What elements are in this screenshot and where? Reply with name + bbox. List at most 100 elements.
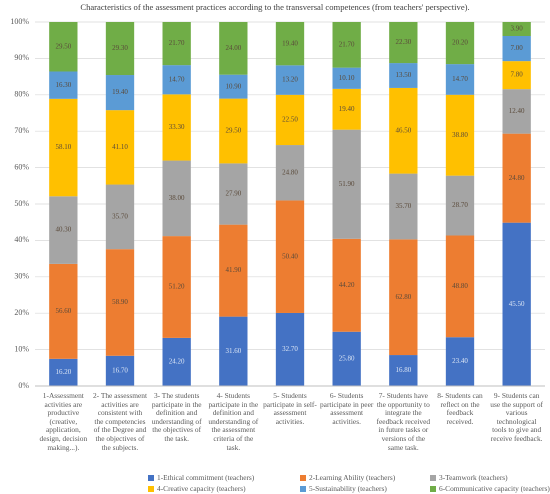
- value-label: 50.40: [282, 252, 298, 260]
- legend-swatch: [430, 475, 436, 482]
- y-tick-label: 20%: [14, 308, 29, 317]
- value-label: 16.20: [55, 368, 71, 376]
- value-label: 24.80: [282, 168, 298, 176]
- value-label: 10.90: [225, 82, 241, 90]
- bar-segment: [105, 184, 135, 250]
- value-label: 51.90: [339, 180, 355, 188]
- bar-segment: [219, 316, 248, 386]
- value-label: 29.30: [112, 44, 128, 52]
- value-label: 44.20: [339, 281, 355, 289]
- legend-label: 2-Learning Ability (teachers): [309, 473, 396, 482]
- legend-label: 4-Creative capacity (teachers): [157, 484, 246, 493]
- bar-segment: [445, 64, 475, 95]
- value-label: 41.10: [112, 143, 128, 151]
- legend-swatch: [430, 486, 436, 493]
- x-tick-label: 4- Students participate in the definitio…: [208, 391, 259, 452]
- bar-segment: [105, 22, 135, 76]
- bar-segment: [49, 196, 78, 264]
- legend-entry: 1-Ethical commitment (teachers): [148, 473, 254, 482]
- chart-title: Characteristics of the assessment practi…: [80, 2, 470, 12]
- bar-segment: [275, 312, 305, 386]
- bar-segment: [275, 200, 305, 313]
- value-label: 19.40: [339, 105, 355, 113]
- value-label: 31.60: [225, 347, 241, 355]
- bar-segment: [275, 145, 305, 201]
- legend-entry: 5-Sustainability (teachers): [300, 484, 387, 493]
- bar-segment: [502, 36, 531, 62]
- bar-segment: [332, 331, 361, 386]
- value-label: 24.00: [225, 44, 241, 52]
- bar-segment: [389, 173, 418, 240]
- bar-segment: [332, 88, 361, 130]
- value-label: 7.80: [511, 71, 524, 79]
- bar-segment: [219, 163, 248, 225]
- x-tick-label: 9- Students can use the support of vario…: [490, 391, 544, 443]
- legend-entry: 2-Learning Ability (teachers): [300, 473, 395, 482]
- bar-segment: [332, 238, 361, 332]
- y-tick-label: 0%: [18, 381, 29, 390]
- bar-segment: [389, 22, 418, 64]
- bar-segment: [219, 224, 248, 317]
- value-label: 48.80: [452, 282, 468, 290]
- value-label: 35.70: [395, 202, 411, 210]
- value-label: 27.90: [225, 190, 241, 198]
- value-label: 38.00: [169, 194, 185, 202]
- value-label: 46.50: [395, 126, 411, 134]
- x-tick-label: 6- Students participate in peer assessme…: [319, 391, 374, 426]
- bar-segment: [445, 22, 475, 65]
- value-label: 28.70: [452, 201, 468, 209]
- bar-segment: [49, 71, 78, 99]
- value-label: 58.10: [55, 143, 71, 151]
- bar-segment: [49, 98, 78, 197]
- legend-entry: 3-Teamwork (teachers): [430, 473, 508, 482]
- value-label: 16.70: [112, 366, 128, 374]
- value-label: 35.70: [112, 212, 128, 220]
- legend-swatch: [148, 475, 154, 482]
- value-label: 38.80: [452, 131, 468, 139]
- y-tick-label: 60%: [14, 162, 29, 171]
- bar-segment: [49, 358, 78, 386]
- bar-segment: [162, 65, 191, 95]
- bar-segment: [332, 129, 361, 239]
- y-tick-label: 50%: [14, 199, 29, 208]
- value-label: 23.40: [452, 357, 468, 365]
- legend-entry: 4-Creative capacity (teachers): [148, 484, 246, 493]
- legend-swatch: [300, 486, 306, 493]
- bar-segment: [445, 175, 475, 236]
- legend-entry: 6-Communicative capacity (teachers): [430, 484, 550, 493]
- y-tick-label: 80%: [14, 90, 29, 99]
- bar-segment: [219, 74, 248, 99]
- bar-segment: [105, 355, 135, 386]
- value-label: 19.40: [282, 39, 298, 47]
- legend-swatch: [300, 475, 306, 482]
- value-label: 45.50: [509, 300, 525, 308]
- value-label: 22.50: [282, 116, 298, 124]
- legend-label: 6-Communicative capacity (teachers): [439, 484, 550, 493]
- value-label: 14.70: [452, 75, 468, 83]
- value-label: 13.20: [282, 76, 298, 84]
- x-tick-label: 8- Students can reflect on the feedback …: [437, 391, 483, 426]
- value-label: 29.50: [55, 42, 71, 50]
- x-tick-label: 7- Students have the opportunity to inte…: [376, 391, 431, 452]
- bar-segment: [389, 63, 418, 88]
- value-label: 33.30: [169, 123, 185, 131]
- bar-segment: [389, 239, 418, 356]
- y-tick-label: 90%: [14, 53, 29, 62]
- value-label: 13.50: [395, 71, 411, 79]
- y-tick-label: 30%: [14, 272, 29, 281]
- bar-segment: [162, 337, 191, 386]
- bar-segment: [219, 98, 248, 164]
- x-tick-label: 2- The assessment activities are consist…: [92, 391, 148, 452]
- bar-segment: [275, 94, 305, 146]
- value-label: 29.50: [225, 127, 241, 135]
- bar-segment: [105, 249, 135, 356]
- bar-segment: [445, 235, 475, 338]
- y-tick-label: 40%: [14, 235, 29, 244]
- value-label: 3.90: [511, 25, 524, 33]
- bar-segment: [502, 22, 531, 36]
- value-label: 19.40: [112, 88, 128, 96]
- value-label: 22.30: [395, 38, 411, 46]
- legend-swatch: [148, 486, 154, 493]
- bar-segment: [49, 263, 78, 359]
